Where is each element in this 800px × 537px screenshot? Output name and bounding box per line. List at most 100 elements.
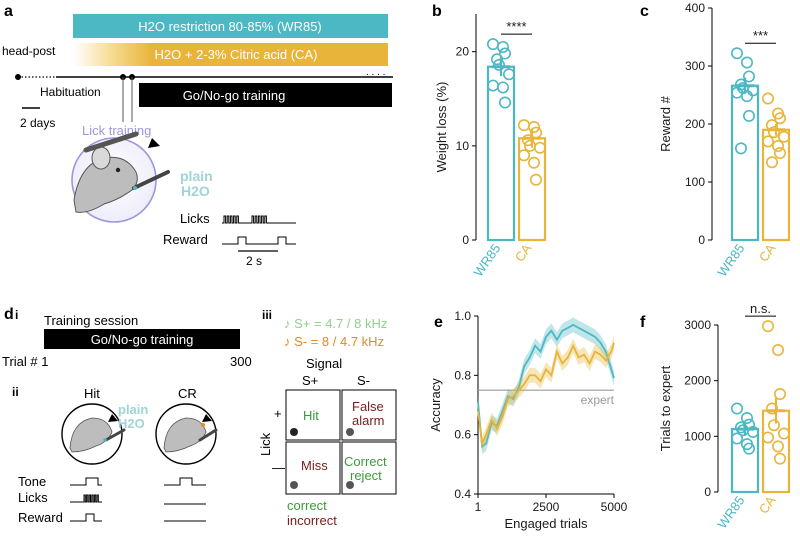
e-line-teal bbox=[477, 323, 615, 449]
c-data-point bbox=[742, 70, 755, 83]
b-data-point bbox=[490, 53, 503, 66]
c-y-tick-label: 0 bbox=[698, 233, 705, 247]
c-data-point bbox=[765, 119, 778, 132]
f-data-point bbox=[771, 440, 784, 453]
hit-title: Hit bbox=[84, 386, 100, 401]
lick-minus-label: — bbox=[272, 460, 285, 475]
lick-plus-label: + bbox=[274, 406, 282, 421]
panel-c-label: c bbox=[640, 3, 649, 20]
c-category-label-wr85: WR85 bbox=[714, 241, 747, 279]
panel-d-i-label: i bbox=[15, 308, 18, 322]
f-category-label-wr85: WR85 bbox=[714, 493, 747, 531]
cell-miss-text: Miss bbox=[301, 458, 328, 473]
b-data-point bbox=[498, 96, 511, 109]
e-y-axis-title: Accuracy bbox=[428, 378, 443, 432]
plain-label: plain bbox=[180, 168, 213, 184]
session-bar bbox=[44, 329, 240, 349]
splus-legend: ♪ S+ = 4.7 / 8 kHz bbox=[284, 316, 387, 331]
c-significance-label: *** bbox=[753, 28, 768, 43]
f-data-point bbox=[773, 388, 786, 401]
head-post-label: head-post bbox=[2, 44, 56, 58]
signal-label: Signal bbox=[306, 356, 342, 371]
cr-spout bbox=[198, 428, 218, 442]
c-data-point bbox=[765, 156, 778, 169]
reward-trace bbox=[222, 236, 296, 245]
b-data-point bbox=[527, 121, 540, 134]
trial-end-label: 300 bbox=[230, 354, 252, 369]
lick-axis-label: Lick bbox=[258, 432, 273, 456]
training-session-label: Training session bbox=[44, 313, 138, 328]
b-data-point bbox=[527, 156, 540, 169]
f-data-point bbox=[730, 402, 743, 415]
trial-start-label: Trial # 1 bbox=[2, 354, 48, 369]
cell-cr-text-1: Correct bbox=[344, 454, 387, 469]
b-data-point bbox=[502, 68, 515, 81]
c-category-label-ca: CA bbox=[756, 241, 779, 265]
f-data-point bbox=[730, 432, 743, 445]
cr-tone-trace bbox=[164, 477, 206, 486]
session-bar-label: Go/No-go training bbox=[91, 332, 194, 347]
b-y-tick-label: 20 bbox=[456, 45, 470, 59]
panel-d-iii-label: iii bbox=[262, 308, 272, 322]
head-post-bar bbox=[83, 131, 139, 153]
cell-cr-text-2: reject bbox=[350, 468, 382, 483]
c-bar-wr85 bbox=[730, 84, 760, 242]
licks-trace bbox=[222, 215, 296, 224]
c-data-point bbox=[761, 135, 774, 148]
speaker-icon bbox=[148, 138, 160, 148]
cr-mouse bbox=[163, 417, 207, 453]
scale-label: 2 days bbox=[20, 116, 55, 130]
col-splus-label: S+ bbox=[302, 373, 318, 388]
d-h2o-label: H2O bbox=[118, 416, 145, 431]
cr-cell-icon bbox=[346, 481, 354, 489]
panel-a-label: a bbox=[4, 3, 13, 20]
mouse-ear bbox=[91, 146, 111, 170]
b-data-point bbox=[521, 134, 534, 147]
panel-d-label: d bbox=[4, 306, 14, 323]
tone-label: Tone bbox=[18, 474, 46, 489]
b-data-point bbox=[517, 149, 530, 162]
c-y-axis-title: Reward # bbox=[658, 95, 673, 151]
b-y-tick-label: 10 bbox=[456, 139, 470, 153]
c-bar-ca bbox=[761, 128, 791, 242]
c-y-tick-label: 300 bbox=[685, 59, 705, 73]
habituation-label: Habituation bbox=[40, 85, 101, 99]
mouse-eye bbox=[115, 167, 121, 173]
d-plain-label: plain bbox=[118, 402, 148, 417]
c-data-point bbox=[767, 126, 780, 139]
b-bar-wr85 bbox=[486, 65, 516, 242]
wr85-bar-label: H2O restriction 80-85% (WR85) bbox=[138, 19, 322, 34]
e-y-tick-label: 0.4 bbox=[454, 487, 471, 501]
c-y-tick-label: 400 bbox=[685, 1, 705, 15]
e-x-tick-label: 2500 bbox=[533, 500, 560, 514]
f-data-point bbox=[746, 425, 759, 438]
lick-training-label: Lick training bbox=[82, 123, 151, 138]
f-y-axis-title: Trials to expert bbox=[658, 365, 673, 451]
b-data-point bbox=[492, 58, 505, 71]
f-data-point bbox=[765, 402, 778, 415]
e-expert-label: expert bbox=[581, 393, 615, 407]
panel-d: d i Training session Go/No-go training T… bbox=[2, 306, 397, 528]
e-x-tick-label: 1 bbox=[475, 500, 482, 514]
c-y-tick-label: 100 bbox=[685, 175, 705, 189]
b-data-point bbox=[533, 141, 546, 154]
incorrect-legend: incorrect bbox=[287, 513, 337, 528]
e-band-gold bbox=[478, 335, 614, 451]
ca-bar bbox=[73, 43, 388, 66]
e-x-axis-title: Engaged trials bbox=[504, 516, 588, 531]
c-data-point bbox=[730, 47, 743, 60]
f-data-point bbox=[740, 411, 753, 424]
hit-speaker-icon bbox=[108, 414, 118, 422]
panel-d-ii-label: ii bbox=[12, 385, 19, 399]
f-data-point bbox=[734, 421, 747, 434]
b-data-point bbox=[517, 119, 530, 132]
hit-mouse bbox=[69, 417, 113, 453]
panel-e-label: e bbox=[434, 314, 443, 331]
hit-cell-icon bbox=[290, 428, 298, 436]
c-data-point bbox=[740, 56, 753, 69]
c-data-point bbox=[771, 140, 784, 153]
ca-bar-label: H2O + 2-3% Citric acid (CA) bbox=[155, 47, 318, 62]
f-data-point bbox=[773, 452, 786, 465]
